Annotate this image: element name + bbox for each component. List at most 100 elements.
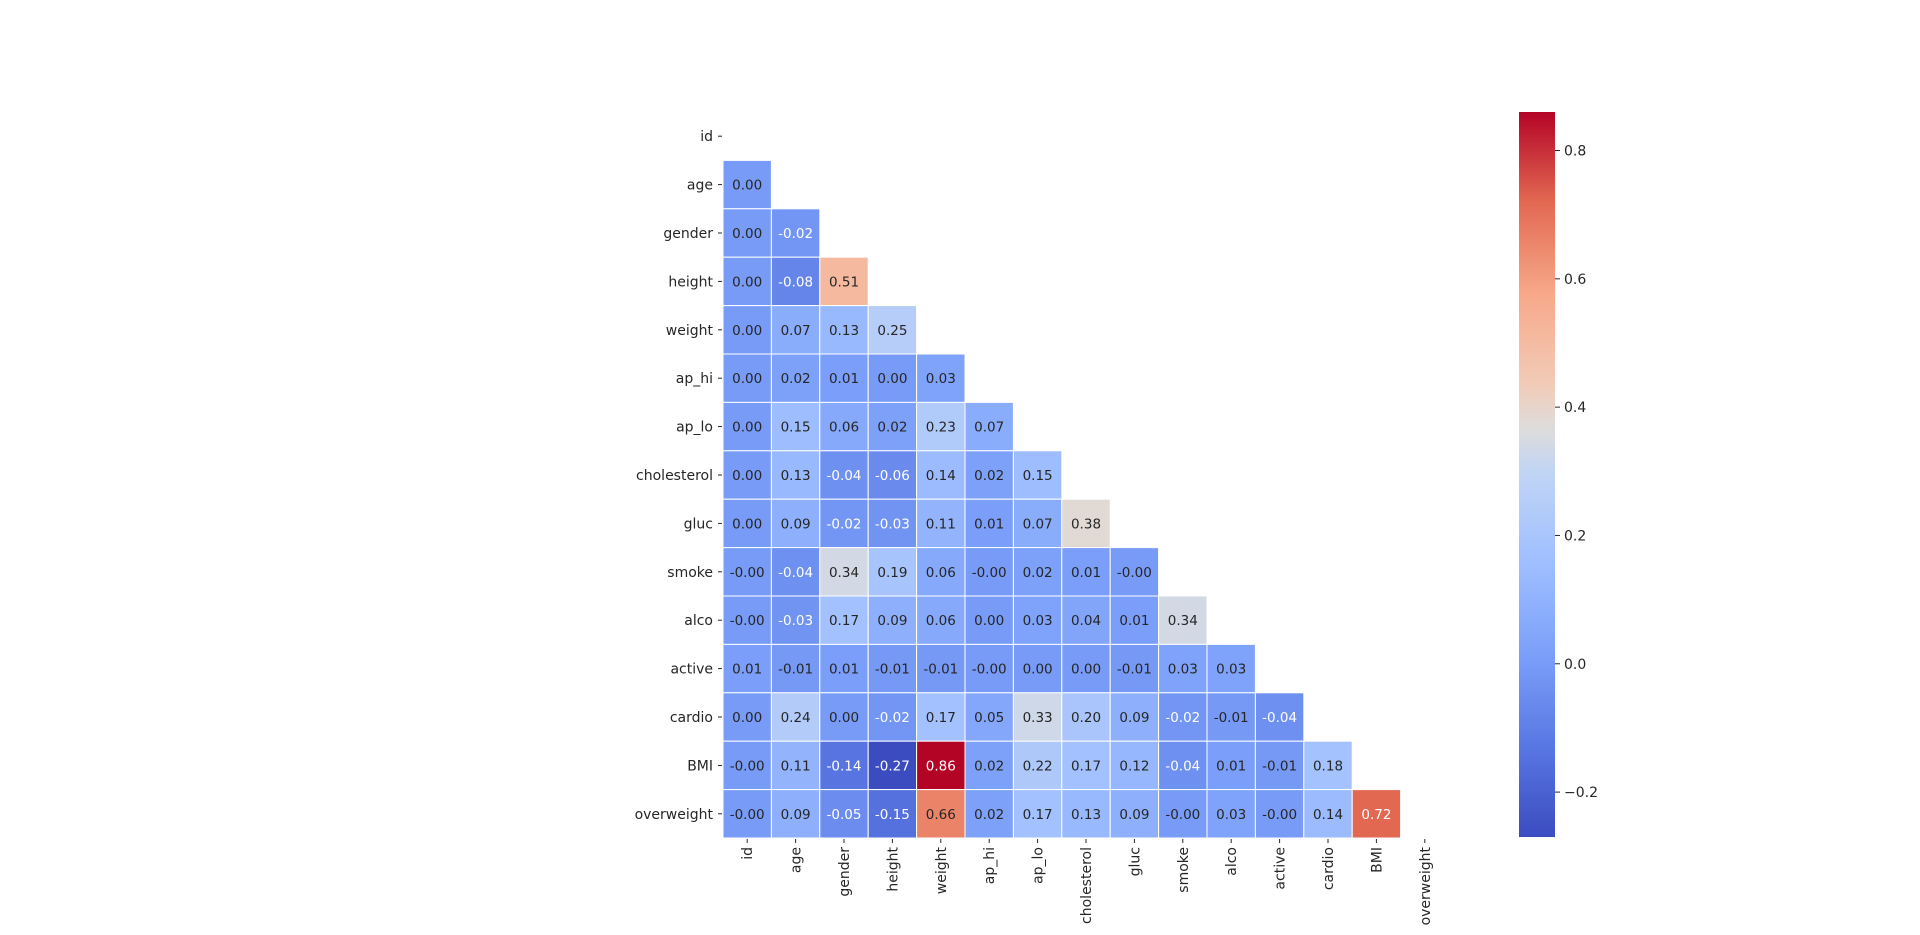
cell-value-label: 0.20 [1071, 710, 1101, 726]
x-axis-tick-labels: id age gender height weight ap_hi ap_lo cholest… [740, 839, 1434, 925]
x-label-cholesterol: cholesterol [1079, 847, 1095, 924]
heatmap-cell-alco-height [867, 595, 918, 645]
heatmap-cell-BMI-cardio [1303, 740, 1353, 791]
x-label-id: id [740, 847, 756, 860]
x-label-cardio: cardio [1321, 847, 1337, 890]
heatmap-cell-overweight-cardio [1303, 789, 1353, 839]
heatmap-cell-ap_hi-height [867, 353, 918, 403]
heatmap-cell-gluc-id [722, 498, 772, 549]
heatmap-cell-overweight-ap_lo [1012, 789, 1063, 839]
cell-value-label: 0.34 [1168, 613, 1198, 629]
cell-value-label: 0.02 [781, 371, 811, 387]
heatmap-cell-ap_lo-gender [819, 401, 869, 452]
cell-value-label: 0.01 [974, 516, 1004, 532]
cell-value-label: 0.03 [1216, 662, 1246, 678]
cell-value-label: -0.00 [730, 565, 765, 581]
cell-value-label: 0.00 [732, 226, 762, 242]
x-label-gender: gender [837, 847, 853, 897]
cell-value-label: 0.17 [926, 710, 956, 726]
cell-value-label: 0.02 [877, 420, 907, 436]
cell-value-label: -0.02 [875, 710, 910, 726]
x-label-gluc: gluc [1127, 847, 1143, 876]
heatmap-cell-cardio-active [1254, 692, 1305, 742]
heatmap-cell-ap_hi-age [770, 353, 821, 403]
heatmap-cell-smoke-ap_lo [1012, 547, 1063, 597]
y-label-gluc: gluc [684, 516, 713, 532]
cell-value-label: -0.01 [1117, 662, 1152, 678]
y-label-overweight: overweight [635, 807, 714, 823]
cell-value-label: 0.15 [781, 420, 811, 436]
heatmap-cell-overweight-cholesterol [1061, 789, 1111, 839]
y-axis-tick-labels: id age gender height weight ap_hi ap_locholest… [635, 129, 722, 823]
cell-value-label: -0.01 [923, 662, 958, 678]
heatmap-cell-cardio-cholesterol [1061, 692, 1111, 742]
colorbar-gradient [1519, 112, 1555, 837]
heatmap-cell-overweight-id [722, 789, 772, 839]
cell-value-label: 0.17 [1023, 807, 1053, 823]
cell-value-label: 0.19 [877, 565, 907, 581]
cell-value-label: 0.00 [732, 274, 762, 290]
colorbar: −0.2 0.0 0.2 0.4 0.6 0.8 [1519, 112, 1598, 837]
cell-value-label: 0.00 [732, 178, 762, 194]
y-label-gender: gender [663, 226, 713, 242]
heatmap-cell-weight-age [770, 305, 821, 355]
cell-value-label: 0.01 [732, 662, 762, 678]
cell-value-label: 0.12 [1119, 758, 1149, 774]
colorbar-tick-label: 0.0 [1564, 657, 1586, 673]
cell-value-label: 0.13 [829, 323, 859, 339]
cell-value-label: 0.00 [732, 323, 762, 339]
colorbar-tick-label: −0.2 [1564, 785, 1598, 801]
heatmap-cell-overweight-height [867, 789, 918, 839]
heatmap-cell-BMI-gluc [1109, 740, 1160, 791]
heatmap-cell-cardio-smoke [1158, 692, 1208, 742]
heatmap-cell-BMI-weight [916, 740, 966, 791]
heatmap-cell-gender-id [722, 208, 772, 258]
heatmap-cell-active-alco [1206, 643, 1256, 694]
cell-value-label: -0.01 [1262, 758, 1297, 774]
heatmap-cell-height-gender [819, 256, 869, 307]
heatmap-cells: 0.00 0.00 -0.02 0.00 -0.08 0.51 0.00 0.07 0.13 0.… [722, 159, 1402, 839]
heatmap-cell-ap_lo-age [770, 401, 821, 452]
cell-value-label: 0.07 [974, 420, 1004, 436]
cell-value-label: 0.72 [1361, 807, 1391, 823]
heatmap-cell-active-ap_hi [964, 643, 1014, 694]
x-label-BMI: BMI [1369, 847, 1385, 873]
cell-value-label: 0.04 [1071, 613, 1101, 629]
x-label-smoke: smoke [1176, 847, 1192, 893]
cell-value-label: 0.25 [877, 323, 907, 339]
heatmap-cell-ap_lo-height [867, 401, 918, 452]
cell-value-label: -0.00 [972, 662, 1007, 678]
cell-value-label: -0.27 [875, 758, 910, 774]
y-label-id: id [700, 129, 713, 145]
heatmap-cell-smoke-ap_hi [964, 547, 1014, 597]
x-label-height: height [885, 846, 901, 891]
x-label-alco: alco [1224, 847, 1240, 876]
cell-value-label: 0.06 [926, 613, 956, 629]
cell-value-label: 0.00 [732, 710, 762, 726]
heatmap-cell-cardio-height [867, 692, 918, 742]
cell-value-label: 0.38 [1071, 516, 1101, 532]
cell-value-label: 0.01 [1071, 565, 1101, 581]
cell-value-label: 0.09 [781, 807, 811, 823]
y-label-smoke: smoke [667, 565, 713, 581]
cell-value-label: -0.04 [1165, 758, 1200, 774]
heatmap-cell-smoke-id [722, 547, 772, 597]
colorbar-tick-label: 0.2 [1564, 528, 1586, 544]
cell-value-label: 0.07 [781, 323, 811, 339]
heatmap-cell-BMI-ap_hi [964, 740, 1014, 791]
cell-value-label: 0.01 [1119, 613, 1149, 629]
cell-value-label: -0.03 [778, 613, 813, 629]
cell-value-label: 0.23 [926, 420, 956, 436]
heatmap-cell-gluc-cholesterol [1061, 498, 1111, 549]
cell-value-label: -0.00 [730, 758, 765, 774]
y-label-BMI: BMI [687, 758, 713, 774]
cell-value-label: -0.14 [827, 758, 862, 774]
cell-value-label: 0.00 [1071, 662, 1101, 678]
cell-value-label: -0.15 [875, 807, 910, 823]
cell-value-label: 0.03 [1216, 807, 1246, 823]
heatmap-cell-cardio-ap_lo [1012, 692, 1063, 742]
cell-value-label: 0.18 [1313, 758, 1343, 774]
heatmap-cell-overweight-weight [916, 789, 966, 839]
cell-value-label: 0.01 [829, 662, 859, 678]
